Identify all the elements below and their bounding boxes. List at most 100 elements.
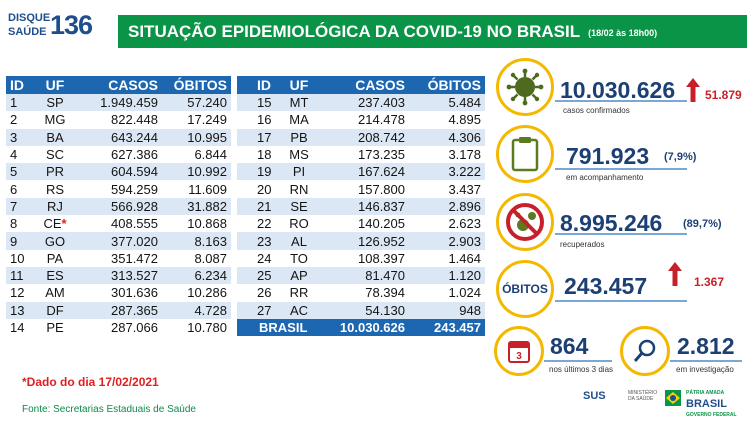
cell-id: 26: [237, 284, 279, 302]
cell-uf: PI: [279, 163, 319, 181]
cell-id: 6: [6, 180, 34, 198]
cell-casos: 313.527: [76, 266, 162, 285]
recuperados-caption: recuperados: [560, 240, 605, 249]
cell-obitos: 2.623: [409, 215, 485, 233]
cell-id: 24: [237, 249, 279, 267]
confirmados-value: 10.030.626: [560, 77, 676, 103]
table-header-row: ID UF CASOS ÓBITOS: [237, 76, 485, 94]
cell-casos: 594.259: [76, 180, 162, 198]
virus-icon: [496, 58, 554, 116]
cell-obitos: 31.882: [162, 197, 231, 216]
cell-id: 8: [6, 215, 34, 233]
cell-uf: SC: [34, 145, 76, 164]
table-row: 20 RN 157.800 3.437: [237, 180, 485, 198]
cell-id: 5: [6, 163, 34, 181]
cell-id: 19: [237, 163, 279, 181]
table-row: 12 AM 301.636 10.286: [6, 284, 231, 302]
cell-obitos: 8.087: [162, 249, 231, 267]
cell-casos: 140.205: [319, 215, 409, 233]
col-header-uf: UF: [279, 76, 319, 94]
table-row: 6 RS 594.259 11.609: [6, 180, 231, 198]
table-header-row: ID UF CASOS ÓBITOS: [6, 76, 231, 94]
logo-number: 136: [50, 10, 93, 40]
cell-id: 20: [237, 180, 279, 198]
table-row: 24 TO 108.397 1.464: [237, 249, 485, 267]
cell-uf: RO: [279, 215, 319, 233]
cell-casos: 208.742: [319, 128, 409, 146]
confirmados-caption: casos confirmados: [563, 106, 630, 115]
cell-uf: RJ: [34, 197, 76, 216]
cell-uf: PB: [279, 128, 319, 146]
states-table-right: ID UF CASOS ÓBITOS 15 MT 237.403 5.484 16 MA 2…: [237, 76, 485, 337]
cell-casos: 627.386: [76, 145, 162, 164]
acompanhamento-caption: em acompanhamento: [566, 173, 644, 182]
cell-casos: 167.624: [319, 163, 409, 181]
brasil-name: BRASIL: [686, 398, 727, 410]
cell-casos: 108.397: [319, 249, 409, 267]
table-row: 1 SP 1.949.459 57.240: [6, 94, 231, 112]
brasil-subtitle: GOVERNO FEDERAL: [686, 412, 737, 418]
cell-casos: 287.066: [76, 318, 162, 337]
table-row: 21 SE 146.837 2.896: [237, 197, 485, 216]
cell-uf: RR: [279, 284, 319, 302]
magnifier-icon: [620, 326, 670, 376]
table-row: 18 MS 173.235 3.178: [237, 145, 485, 164]
table-row: 9 GO 377.020 8.163: [6, 232, 231, 250]
cell-obitos: 10.992: [162, 163, 231, 181]
cell-casos: 822.448: [76, 111, 162, 129]
cell-obitos: 6.234: [162, 266, 231, 285]
sus-logo: SUS: [583, 390, 606, 402]
col-header-casos: CASOS: [76, 76, 162, 94]
table-row: 2 MG 822.448 17.249: [6, 111, 231, 129]
cell-casos: 408.555: [76, 215, 162, 233]
table-row: 11 ES 313.527 6.234: [6, 266, 231, 285]
cell-casos: 287.365: [76, 301, 162, 319]
total-label: BRASIL: [237, 318, 319, 337]
cell-casos: 126.952: [319, 232, 409, 250]
cell-uf-text: CE: [43, 216, 62, 232]
table-row: 15 MT 237.403 5.484: [237, 94, 485, 112]
cell-obitos: 1.120: [409, 266, 485, 285]
cell-obitos: 4.895: [409, 111, 485, 129]
acompanhamento-pct: (7,9%): [664, 151, 697, 163]
cell-obitos: 3.178: [409, 145, 485, 164]
table-row: 16 MA 214.478 4.895: [237, 111, 485, 129]
cell-uf: DF: [34, 301, 76, 319]
col-header-id: ID: [6, 76, 34, 94]
cell-obitos: 2.896: [409, 197, 485, 216]
recuperados-pct: (89,7%): [683, 218, 722, 230]
cell-uf: SP: [34, 94, 76, 112]
cell-obitos: 10.868: [162, 215, 231, 233]
cell-uf: MA: [279, 111, 319, 129]
cell-casos: 301.636: [76, 284, 162, 302]
logo-word-disque: DISQUE: [8, 12, 51, 24]
calendar-icon: 3: [494, 326, 544, 376]
cell-casos: 237.403: [319, 94, 409, 112]
col-header-id: ID: [237, 76, 279, 94]
cell-obitos: 3.437: [409, 180, 485, 198]
states-table-left: ID UF CASOS ÓBITOS 1 SP 1.949.459 57.240 2 MG…: [6, 76, 231, 337]
brasil-tagline: PÁTRIA AMADA: [686, 390, 725, 396]
table-row: 22 RO 140.205 2.623: [237, 215, 485, 233]
cell-id: 14: [6, 318, 34, 337]
table-row: 17 PB 208.742 4.306: [237, 128, 485, 146]
cell-uf: PR: [34, 163, 76, 181]
ministerio-logo: MINISTÉRIO DA SAÚDE: [628, 390, 658, 402]
cell-casos: 214.478: [319, 111, 409, 129]
cell-uf: MT: [279, 94, 319, 112]
cell-casos: 78.394: [319, 284, 409, 302]
cell-casos: 173.235: [319, 145, 409, 164]
cell-id: 2: [6, 111, 34, 129]
divider: [670, 360, 742, 362]
obitos-label: ÓBITOS: [502, 282, 548, 296]
cell-casos: 54.130: [319, 301, 409, 319]
table-row: 23 AL 126.952 2.903: [237, 232, 485, 250]
col-header-obitos: ÓBITOS: [409, 76, 485, 94]
table-row: 14 PE 287.066 10.780: [6, 318, 231, 337]
investigacao-caption: em investigação: [676, 365, 734, 374]
acompanhamento-value: 791.923: [566, 143, 650, 169]
cell-id: 25: [237, 266, 279, 285]
cell-obitos: 3.222: [409, 163, 485, 181]
recuperados-value: 8.995.246: [560, 210, 663, 236]
cell-id: 27: [237, 301, 279, 319]
